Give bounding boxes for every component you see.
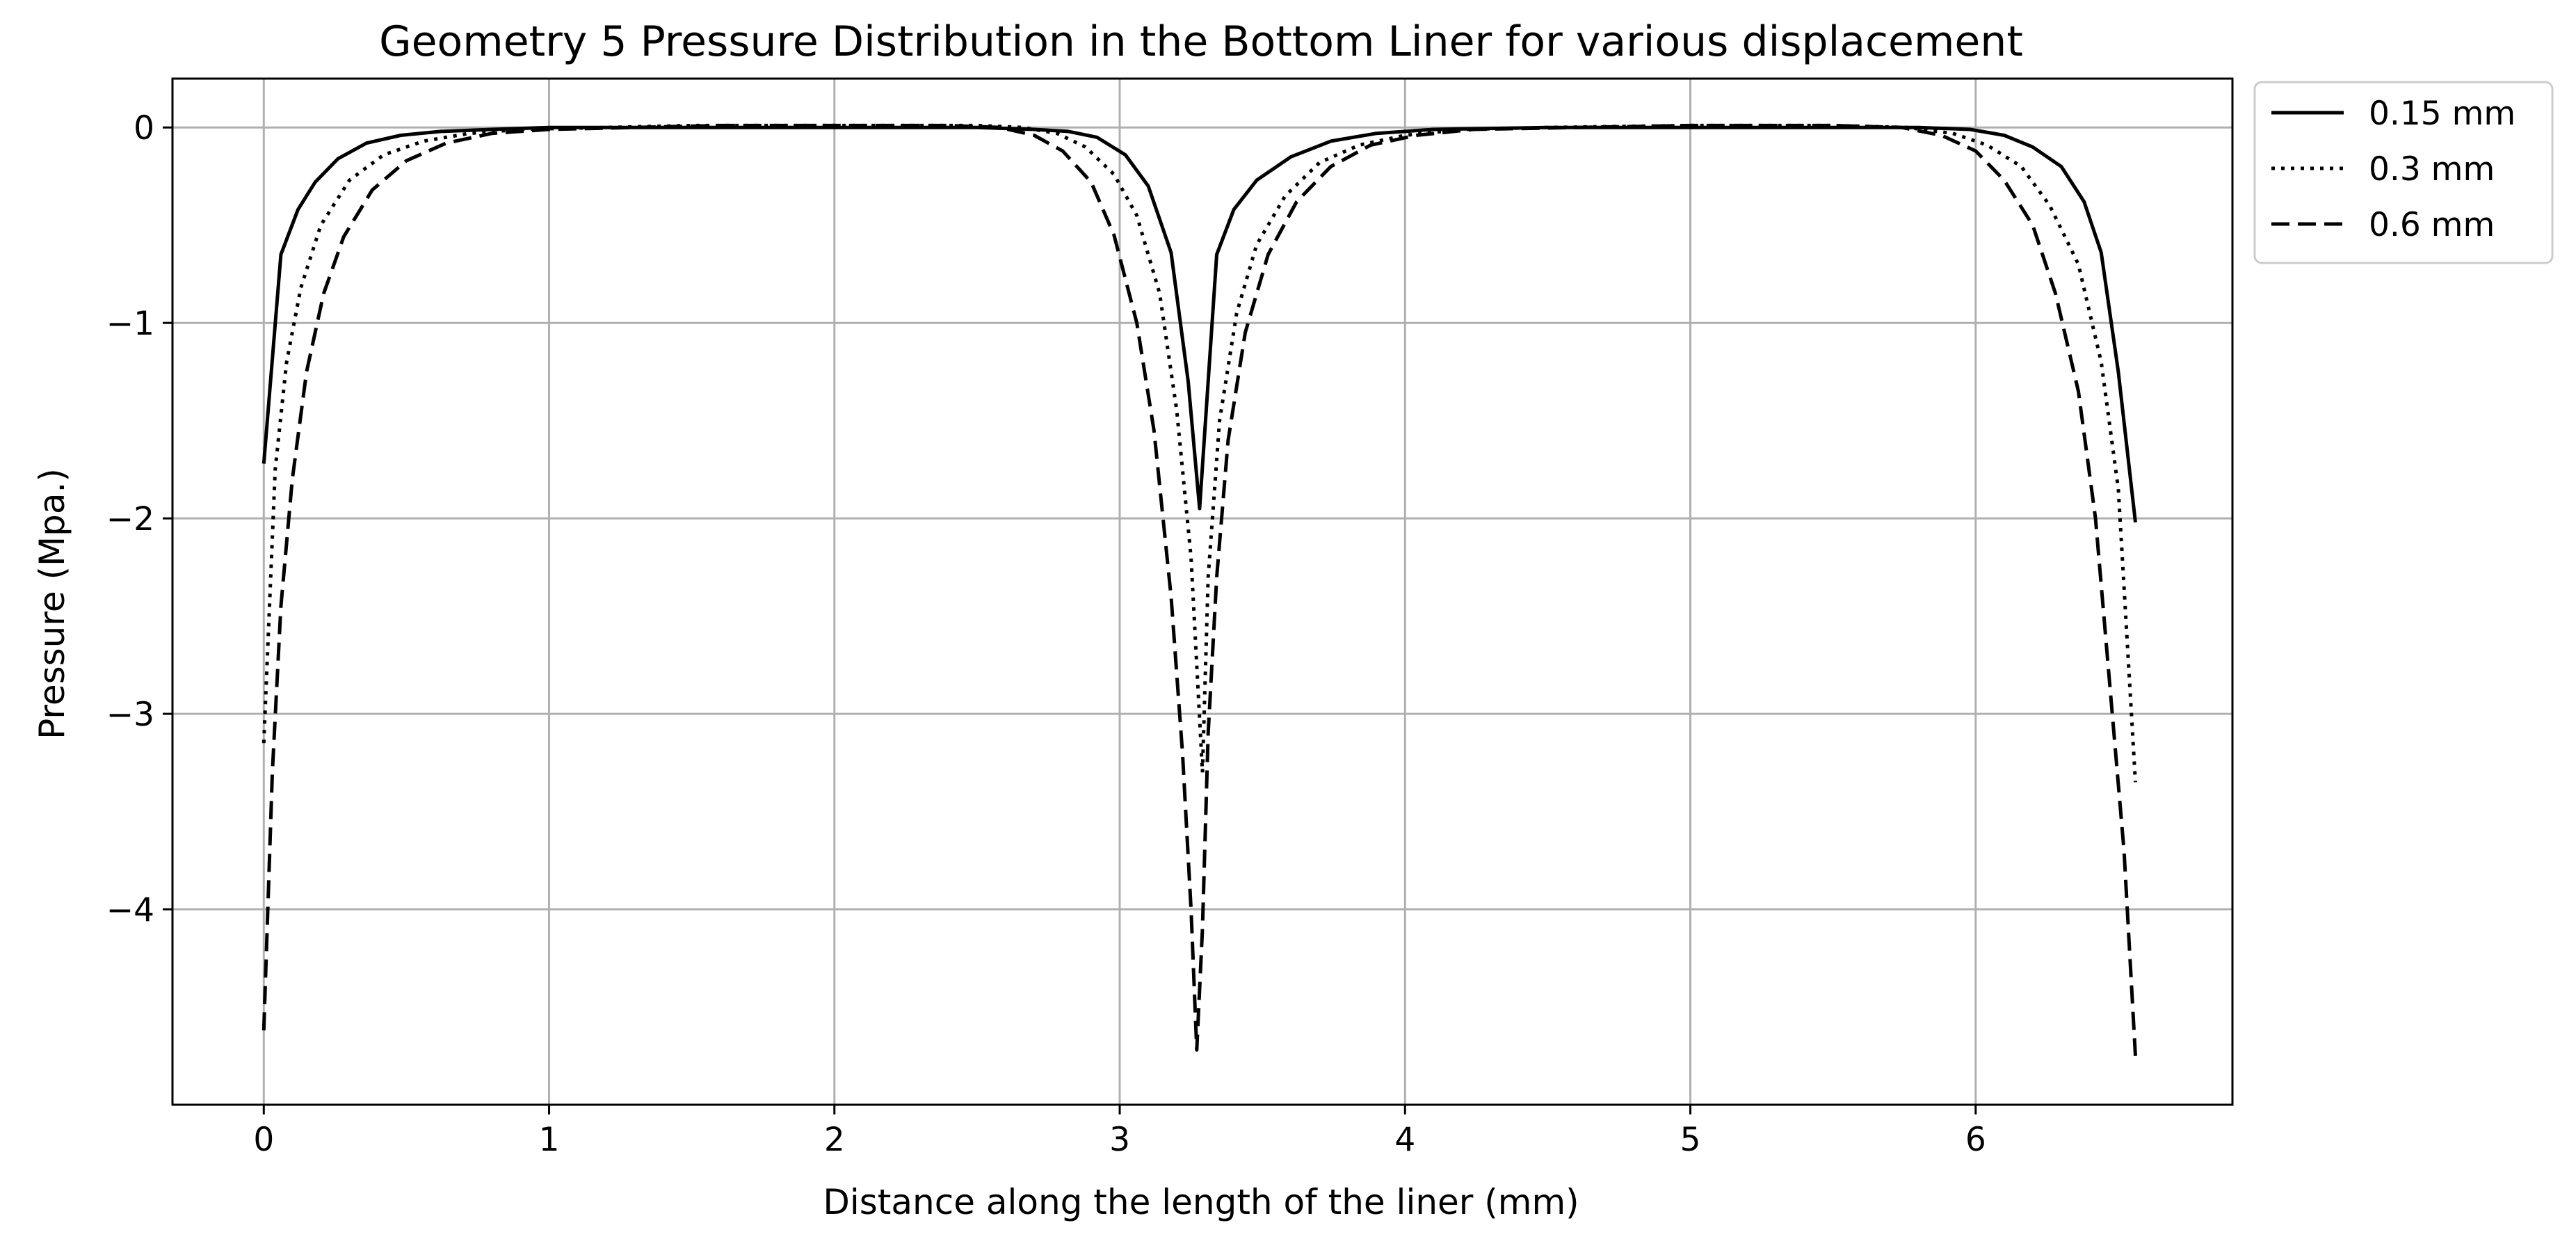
y-tick-label: −3 (106, 696, 154, 734)
series-layer (261, 123, 2137, 1056)
plot-frame (171, 77, 2234, 1106)
x-tick-label: 0 (253, 1121, 274, 1159)
y-axis-label: Pressure (Mpa.) (32, 468, 72, 740)
x-tick-label: 1 (539, 1121, 560, 1159)
x-tick-label: 6 (1965, 1121, 1986, 1159)
y-tick-label: −1 (106, 305, 154, 343)
legend-label-2: 0.3 mm (2369, 150, 2495, 189)
x-tick-label: 2 (824, 1121, 845, 1159)
legend-label-3: 0.6 mm (2369, 206, 2495, 244)
x-tick-label: 3 (1109, 1121, 1130, 1159)
x-tick-label: 5 (1680, 1121, 1701, 1159)
series-line-1 (261, 125, 2137, 523)
x-axis-label: Distance along the length of the liner (… (823, 1182, 1579, 1222)
y-tick-label: −2 (106, 500, 154, 538)
legend: 0.15 mm 0.3 mm 0.6 mm (2253, 81, 2554, 264)
y-tick-label: −4 (106, 891, 154, 929)
y-tick-label: 0 (134, 109, 154, 147)
legend-label-1: 0.15 mm (2369, 95, 2515, 133)
series-line-3 (261, 123, 2137, 1056)
grid-layer (172, 79, 2232, 1105)
x-tick-label: 4 (1394, 1121, 1415, 1159)
legend-box (2253, 81, 2554, 264)
series-line-2 (261, 123, 2137, 783)
tick-layer: 0 1 2 3 4 5 6 0 −1 −2 −3 −4 (106, 109, 1986, 1159)
chart-title: Geometry 5 Pressure Distribution in the … (379, 17, 2023, 66)
